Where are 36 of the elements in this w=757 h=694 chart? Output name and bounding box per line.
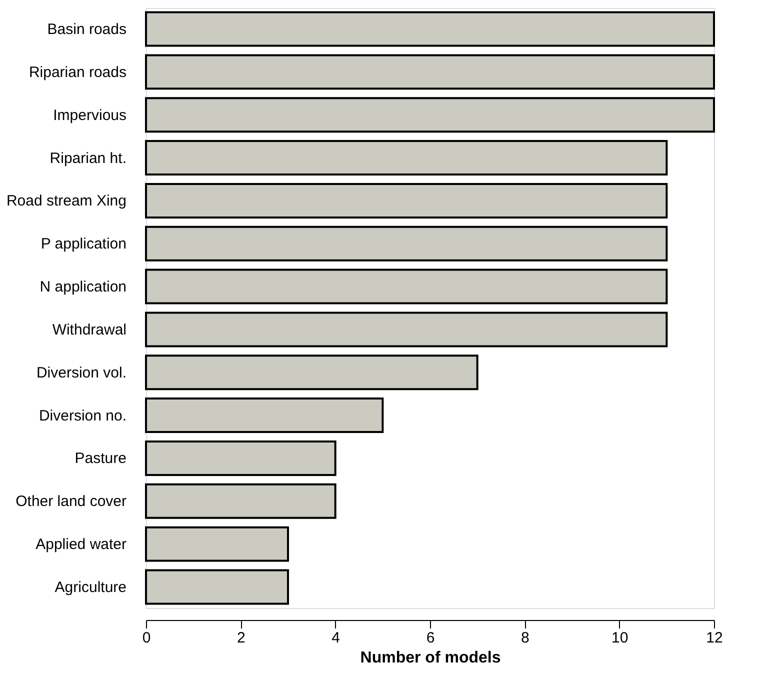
x-axis-title: Number of models [360,650,501,666]
bar [145,526,289,562]
y-tick-label: Impervious [53,106,126,124]
y-tick-label: Diversion no. [38,407,126,424]
bar [145,398,384,434]
y-tick-label: Basin roads [47,21,126,38]
x-tick-label: 2 [236,630,246,646]
y-tick-label: Road stream Xing [6,192,126,210]
bar [145,97,715,133]
bar [145,182,668,218]
y-tick-label: P application [40,236,126,253]
x-tick-label: 4 [332,630,340,646]
y-tick-label: Riparian ht. [50,150,126,167]
bar [145,569,289,605]
y-tick-label: N application [40,278,126,296]
y-tick-label: Withdrawal [52,321,126,338]
y-tick-label: Other land cover [16,493,127,510]
bar [145,140,668,176]
bar [145,440,336,476]
bar [145,354,478,390]
x-tick-label: 12 [706,630,723,646]
x-tick-label: 6 [426,630,435,646]
x-tick-label: 8 [520,630,530,646]
bar [145,11,715,47]
x-tick-label: 10 [611,630,628,646]
bar [145,268,668,304]
y-tick-label: Pasture [74,450,126,468]
bar [145,226,668,262]
x-tick-label: 0 [142,630,151,646]
bar [145,312,668,348]
bar [145,54,715,90]
y-tick-label: Riparian roads [28,64,126,81]
y-tick-label: Agriculture [54,578,126,596]
y-tick-label: Applied water [36,536,126,554]
y-tick-label: Diversion vol. [36,364,126,382]
bar [145,483,336,519]
